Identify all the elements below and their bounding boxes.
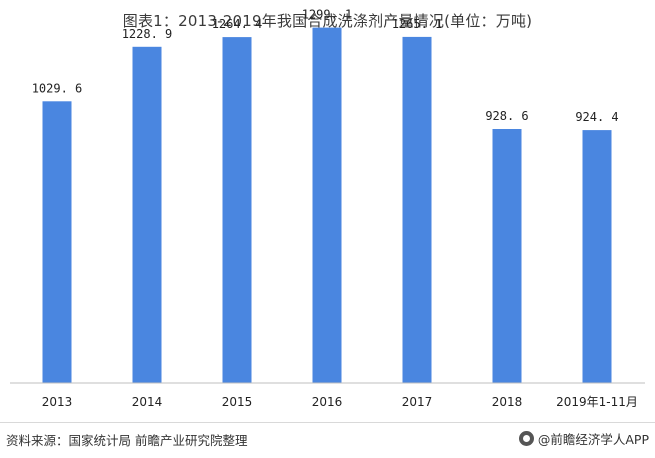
bar-2019年1-11月 [582,130,612,383]
chart-title: 图表1：2013-2019年我国合成洗涤剂产量情况(单位：万吨) [122,12,533,30]
x-tick-label-2017: 2017 [402,395,433,409]
value-label-2019年1-11月: 924. 4 [575,110,618,124]
bars-group [42,27,612,384]
bar-2018 [492,129,522,383]
x-tick-label-2018: 2018 [492,395,523,409]
x-tick-label-2014: 2014 [132,395,163,409]
x-tick-label-2015: 2015 [222,395,253,409]
bar-2014 [132,46,162,384]
value-label-2016: 1299. 1 [302,8,353,22]
value-label-2014: 1228. 9 [122,27,173,41]
value-label-2015: 1264. 4 [212,17,263,31]
value-labels-group: 1029. 6 1228. 9 1264. 4 1299. 1 1265. 1 928. … [32,8,619,124]
x-tick-labels-group: 2013 2014 2015 2016 2017 2018 2019年1-11月 [42,395,638,409]
value-label-2018: 928. 6 [485,109,528,123]
bar-chart: 1029. 6 1228. 9 1264. 4 1299. 1 1265. 1 928. … [10,8,645,409]
x-tick-label-2019年1-11月: 2019年1-11月 [556,395,638,409]
brand-mark: @前瞻经济学人APP [518,429,649,448]
x-tick-label-2016: 2016 [312,395,343,409]
footer-divider [0,422,655,423]
value-label-2017: 1265. 1 [392,17,443,31]
bar-2015 [222,37,252,383]
x-tick-label-2013: 2013 [42,395,73,409]
source-note: 资料来源：国家统计局 前瞻产业研究院整理 [6,433,248,448]
brand-text: @前瞻经济学人APP [537,432,649,447]
value-label-2013: 1029. 6 [32,81,83,95]
bar-2016 [312,27,342,383]
bar-2017 [402,36,432,384]
bar-2013 [42,101,72,384]
brand-logo-icon [518,431,534,446]
